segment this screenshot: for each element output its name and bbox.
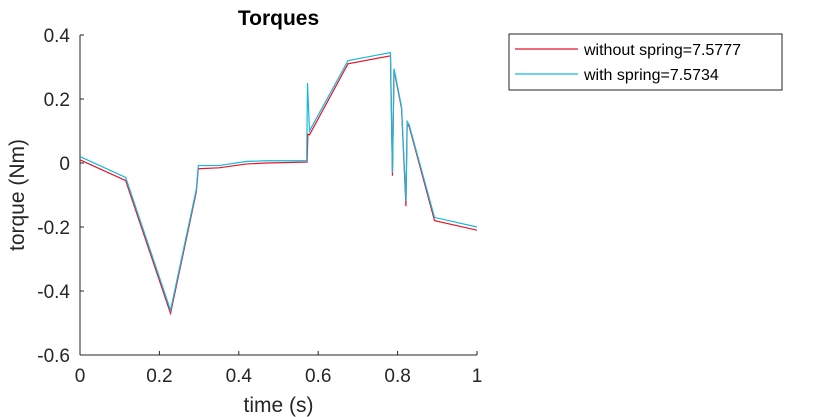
y-tick-label: 0.4	[44, 26, 71, 47]
legend-entry-label: without spring=7.5777	[583, 42, 741, 59]
y-tick-label: -0.2	[37, 218, 70, 239]
y-tick-label: -0.6	[37, 346, 70, 367]
y-tick-label: -0.4	[37, 282, 70, 303]
x-tick-label: 0.2	[146, 366, 172, 387]
x-axis-label: time (s)	[244, 394, 314, 417]
legend-box	[508, 33, 783, 91]
chart-title: Torques	[238, 7, 319, 30]
x-tick-label: 0.4	[226, 366, 253, 387]
legend[interactable]: without spring=7.5777 with spring=7.5734	[508, 33, 783, 91]
plot-area	[79, 35, 477, 356]
x-tick-label: 0.8	[384, 366, 410, 387]
x-tick-label: 0.6	[305, 366, 331, 387]
y-tick-label: 0.2	[44, 90, 70, 111]
x-tick-label: 0	[75, 366, 86, 387]
series-line-with-spring	[80, 51, 477, 313]
series-line-without-spring	[80, 55, 477, 316]
x-tick-label: 1	[472, 366, 483, 387]
x-axis-ticks: 0 0.2 0.4 0.6 0.8 1	[75, 351, 483, 387]
y-axis-ticks: 0.4 0.2 0 -0.2 -0.4 -0.6	[37, 26, 84, 367]
y-tick-label: 0	[59, 154, 70, 175]
legend-entry-label: with spring=7.5734	[583, 67, 719, 84]
y-axis-label: torque (Nm)	[6, 139, 29, 251]
series-group	[80, 51, 477, 316]
